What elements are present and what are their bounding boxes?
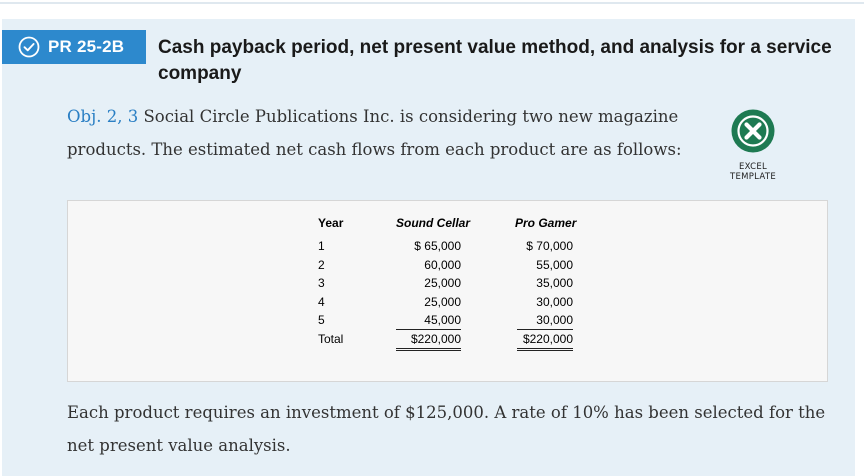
year-cell: 2 xyxy=(318,257,325,272)
sound-cellar-value: 60,000 xyxy=(424,257,461,272)
pro-gamer-value: 35,000 xyxy=(536,276,573,290)
header-year: Year xyxy=(318,216,344,230)
total-label: Total xyxy=(318,332,344,346)
year-cell: 1 xyxy=(318,239,325,253)
excel-template-link[interactable]: EXCEL TEMPLATE xyxy=(716,108,790,182)
excel-template-label: EXCEL TEMPLATE xyxy=(729,162,777,182)
top-divider xyxy=(0,2,864,4)
sound-cellar-value: 25,000 xyxy=(424,276,461,290)
year-cell: 3 xyxy=(318,276,325,290)
sound-cellar-value: 45,000 xyxy=(396,311,461,330)
pro-gamer-value: 30,000 xyxy=(517,311,573,330)
objective-link-3[interactable]: 3 xyxy=(127,107,139,126)
check-circle-icon xyxy=(18,36,40,58)
header-sound-cellar: Sound Cellar xyxy=(396,216,471,230)
pro-gamer-total: $220,000 xyxy=(517,330,573,351)
pro-gamer-value: $ 70,000 xyxy=(526,239,573,253)
objective-separator: , xyxy=(117,107,123,126)
sound-cellar-total: $220,000 xyxy=(396,330,461,351)
header-pro-gamer: Pro Gamer xyxy=(515,216,577,230)
year-cell: 4 xyxy=(318,294,325,309)
sound-cellar-value: 25,000 xyxy=(424,294,461,309)
intro-paragraph: Obj. 2, 3 Social Circle Publications Inc… xyxy=(67,100,707,166)
intro-text: Social Circle Publications Inc. is consi… xyxy=(67,107,682,159)
problem-title: Cash payback period, net present value m… xyxy=(158,37,832,84)
closing-paragraph: Each product requires an investment of $… xyxy=(67,403,826,455)
excel-template-icon xyxy=(731,109,775,153)
problem-badge: PR 25-2B xyxy=(2,30,146,64)
pro-gamer-value: 30,000 xyxy=(536,294,573,309)
year-cell: 5 xyxy=(318,313,325,327)
sound-cellar-value: $ 65,000 xyxy=(414,239,461,253)
objective-label: Obj. xyxy=(67,107,102,126)
problem-number: PR 25-2B xyxy=(48,37,125,56)
objective-link-2[interactable]: 2 xyxy=(106,107,118,126)
cash-flow-table: Year Sound Cellar Pro Gamer 1 2 3 4 5 To… xyxy=(67,200,828,382)
pro-gamer-value: 55,000 xyxy=(536,257,573,272)
